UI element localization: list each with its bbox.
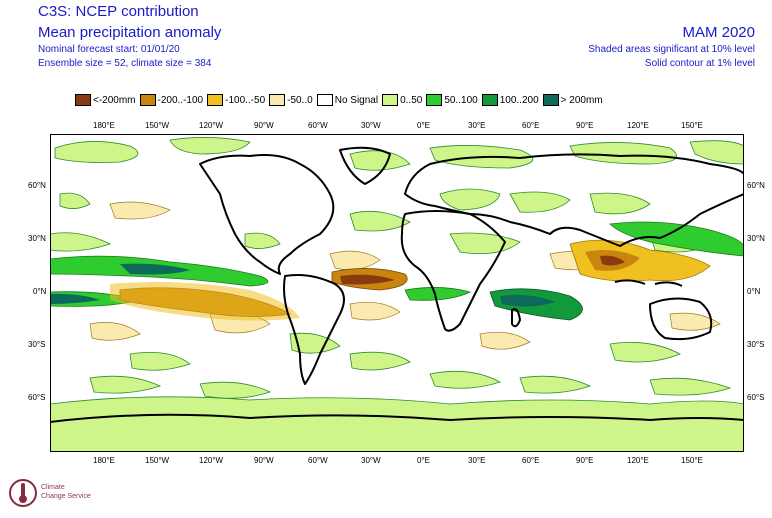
lon-label-bottom: 150°E	[681, 456, 703, 465]
legend-entry: -200..-100	[139, 94, 204, 106]
lon-label-top: 30°E	[468, 121, 486, 130]
lat-label-right: 30°N	[747, 234, 765, 243]
lon-label-top: 90°E	[576, 121, 594, 130]
map-frame	[50, 134, 744, 452]
equatorial-pacific-strong-wet	[120, 263, 190, 275]
lat-label-right: 30°S	[747, 340, 765, 349]
south-america-outline	[283, 274, 345, 385]
lon-label-top: 180°E	[93, 121, 115, 130]
legend-label: <-200mm	[93, 94, 136, 106]
legend-entry: 100..200	[481, 94, 539, 106]
lon-label-bottom: 120°E	[627, 456, 649, 465]
coastlines	[50, 146, 744, 423]
legend-label: No Signal	[334, 94, 379, 106]
title-source: C3S: NCEP contribution	[38, 3, 199, 20]
forecast-start-label: Nominal forecast start: 01/01/20	[38, 44, 180, 55]
legend-label: -200..-100	[157, 94, 204, 106]
lat-label-left: 60°S	[28, 393, 46, 402]
lon-label-top: 0°E	[417, 121, 430, 130]
legend-label: -50..0	[287, 94, 313, 106]
lat-label-right: 60°N	[747, 181, 765, 190]
legend-entry: No Signal	[316, 94, 379, 106]
lon-label-bottom: 0°E	[417, 456, 430, 465]
ensemble-size-label: Ensemble size = 52, climate size = 384	[38, 58, 212, 69]
legend-swatch	[75, 94, 91, 106]
lon-label-bottom: 150°W	[145, 456, 170, 465]
legend-entry: 50..100	[426, 94, 478, 106]
madagascar-outline	[511, 308, 521, 328]
lon-label-bottom: 30°E	[468, 456, 486, 465]
indian-ocean-strong-wet	[500, 294, 555, 307]
legend-label: 0..50	[400, 94, 423, 106]
lat-label-right: 0°N	[747, 287, 761, 296]
lon-label-top: 30°W	[361, 121, 381, 130]
west-pacific-wet-band	[609, 221, 744, 257]
logo-text-line2: Change Service	[41, 493, 91, 500]
lon-label-bottom: 90°W	[254, 456, 274, 465]
lat-label-left: 30°S	[28, 340, 46, 349]
logo-wordmark: Climate Change Service	[41, 483, 91, 501]
legend-label: 100..200	[499, 94, 539, 106]
precipitation-anomaly-map	[50, 134, 744, 452]
copernicus-climate-logo	[9, 479, 37, 507]
legend-swatch	[382, 94, 399, 106]
australia-outline	[649, 297, 713, 341]
significance-contour-note: Solid contour at 1% level	[644, 58, 755, 69]
lon-label-top: 150°E	[681, 121, 703, 130]
lat-label-left: 60°N	[28, 181, 46, 190]
maritime-continent-strong-dry	[600, 255, 625, 266]
color-legend: <-200mm -200..-100 -100..-50 -50..0 No S…	[75, 93, 607, 107]
lon-label-bottom: 90°E	[576, 456, 594, 465]
lat-label-left: 0°N	[33, 287, 47, 296]
legend-entry: -100..-50	[207, 94, 265, 106]
legend-label: > 200mm	[560, 94, 603, 106]
lon-label-bottom: 120°W	[199, 456, 224, 465]
lon-label-top: 90°W	[254, 121, 274, 130]
lon-label-top: 60°E	[522, 121, 540, 130]
greenland-outline	[339, 146, 391, 185]
tropical-atlantic-strong-dry	[340, 274, 395, 285]
lon-label-bottom: 30°W	[361, 456, 381, 465]
significance-shaded-note: Shaded areas significant at 10% level	[588, 44, 755, 55]
legend-swatch	[269, 94, 286, 106]
legend-entry: -50..0	[269, 94, 313, 106]
season-label: MAM 2020	[682, 24, 755, 41]
atlantic-equatorial-wet	[404, 287, 472, 301]
indonesia-outline	[614, 279, 683, 287]
legend-label: 50..100	[444, 94, 478, 106]
lat-label-left: 30°N	[28, 234, 46, 243]
legend-entry: <-200mm	[75, 94, 136, 106]
legend-label: -100..-50	[225, 94, 266, 106]
legend-swatch	[481, 94, 498, 106]
logo-text-line1: Climate	[41, 484, 65, 491]
lon-label-top: 60°W	[308, 121, 328, 130]
eurasia-outline	[404, 153, 744, 247]
africa-outline	[400, 210, 506, 332]
lon-label-top: 120°E	[627, 121, 649, 130]
south-pacific-strong-wet	[50, 293, 100, 304]
antarctica-outline	[50, 413, 744, 423]
equatorial-pacific-moderate-dry	[110, 282, 300, 321]
legend-swatch	[139, 94, 156, 106]
lon-label-top: 120°W	[199, 121, 224, 130]
lon-label-bottom: 60°W	[308, 456, 328, 465]
legend-entry: > 200mm	[542, 94, 603, 106]
north-america-outline	[199, 154, 335, 275]
legend-swatch	[316, 94, 333, 106]
legend-swatch	[207, 94, 224, 106]
lon-label-bottom: 180°E	[93, 456, 115, 465]
title-variable: Mean precipitation anomaly	[38, 24, 222, 41]
legend-entry: 0..50	[382, 94, 422, 106]
lon-label-bottom: 60°E	[522, 456, 540, 465]
lon-label-top: 150°W	[145, 121, 170, 130]
legend-swatch	[542, 94, 559, 106]
lat-label-right: 60°S	[747, 393, 765, 402]
legend-swatch	[426, 94, 443, 106]
